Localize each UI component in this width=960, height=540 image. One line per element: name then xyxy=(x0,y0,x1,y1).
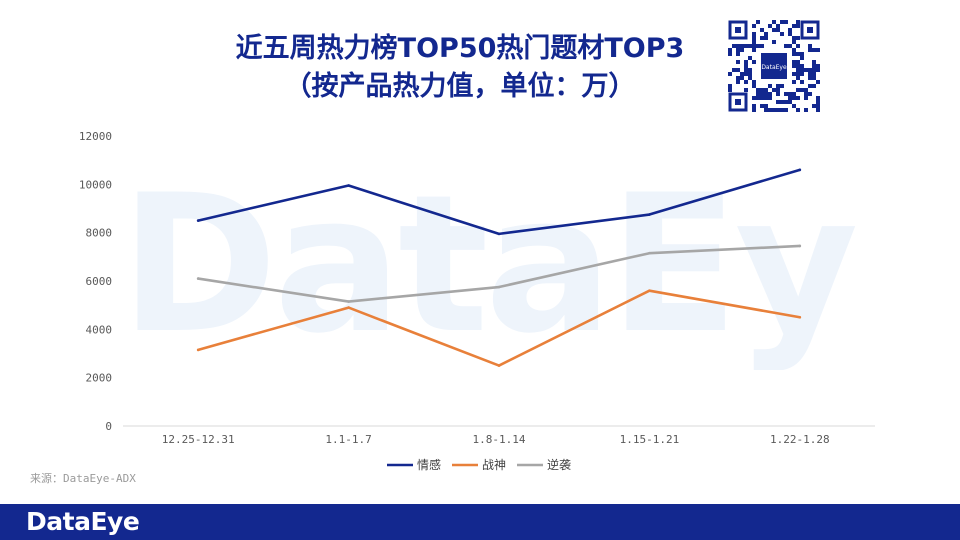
qr-code: DataEye xyxy=(728,20,820,112)
data-point xyxy=(347,184,350,187)
data-point xyxy=(196,277,200,280)
watermark: DataEye xyxy=(120,160,860,370)
footer-bar: DataEye xyxy=(0,504,960,540)
data-point xyxy=(497,364,501,367)
legend-label: 逆袭 xyxy=(547,457,571,472)
source-note: 来源：DataEye-ADX xyxy=(30,472,136,485)
x-tick-label: 1.22-1.28 xyxy=(770,433,830,446)
y-tick-label: 4000 xyxy=(86,323,113,336)
series-line xyxy=(196,244,802,303)
qr-logo-text: DataEye xyxy=(761,64,787,71)
data-point xyxy=(648,213,651,216)
y-tick-label: 2000 xyxy=(86,372,113,385)
data-point xyxy=(497,232,501,236)
series-line xyxy=(196,289,802,367)
x-tick-label: 1.15-1.21 xyxy=(620,433,680,446)
data-point xyxy=(497,285,501,289)
series-line xyxy=(196,168,802,236)
y-tick-label: 6000 xyxy=(86,275,113,288)
x-tick-label: 1.1-1.7 xyxy=(325,433,371,446)
chart-subtitle: （按产品热力值，单位：万） xyxy=(284,71,636,102)
x-tick-label: 12.25-12.31 xyxy=(162,433,235,446)
data-point xyxy=(648,289,651,292)
y-tick-label: 12000 xyxy=(79,130,112,143)
data-point xyxy=(347,300,350,303)
legend-label: 情感 xyxy=(417,457,441,472)
y-tick-label: 8000 xyxy=(86,227,113,240)
x-tick-label: 1.8-1.14 xyxy=(473,433,526,446)
data-point xyxy=(798,168,802,172)
data-point xyxy=(196,219,200,222)
y-tick-label: 10000 xyxy=(79,178,112,191)
data-point xyxy=(648,251,651,255)
data-point xyxy=(798,244,802,248)
footer-logo: DataEye xyxy=(26,507,140,536)
data-point xyxy=(347,306,350,309)
chart-title: 近五周热力榜TOP50热门题材TOP3 xyxy=(235,33,685,64)
legend-label: 战神 xyxy=(482,458,506,472)
y-tick-label: 0 xyxy=(105,420,112,433)
data-point xyxy=(196,348,200,352)
data-point xyxy=(798,315,802,319)
